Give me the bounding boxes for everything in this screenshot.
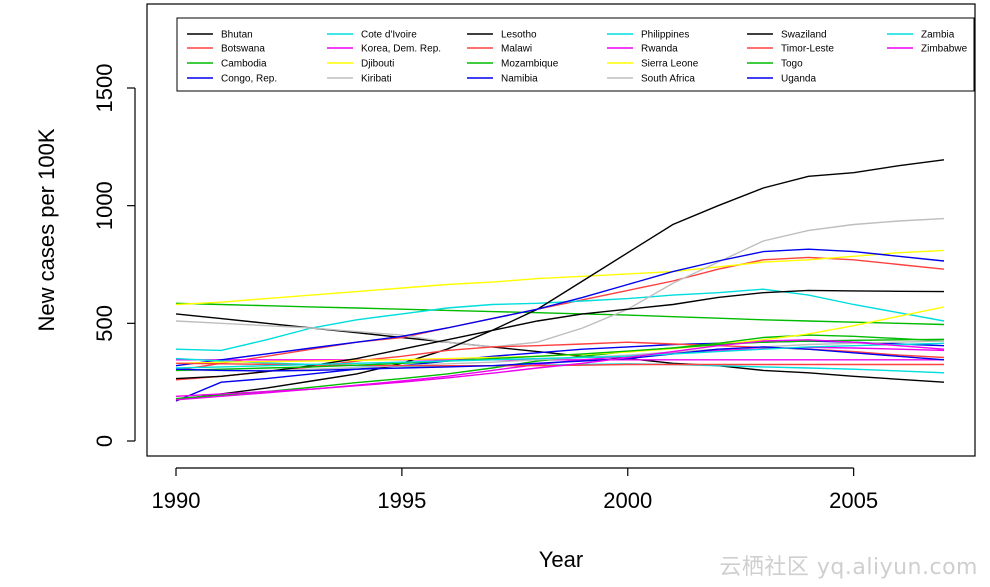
y-tick-label: 500 (92, 305, 117, 342)
legend-entry: Cote d'Ivoire (361, 30, 417, 41)
series-line-cambodia (175, 302, 945, 326)
plot-frame (146, 3, 976, 457)
series-line-botswana (175, 256, 945, 372)
y-axis-title: New cases per 100K (34, 128, 59, 331)
series-line-zambia (175, 342, 945, 369)
legend-entry: South Africa (641, 74, 695, 85)
x-tick-label: 1990 (152, 488, 201, 513)
series-line-uganda (175, 346, 945, 372)
x-tick-label: 2005 (829, 488, 878, 513)
legend-entry: Korea, Dem. Rep. (361, 44, 441, 55)
series-line-kiribati (175, 217, 945, 348)
y-tick-label: 0 (92, 435, 117, 447)
legend-box (176, 17, 975, 92)
legend-entry: Philippines (641, 30, 689, 41)
series-line-zimbabwe (175, 339, 945, 397)
legend-entry: Swaziland (781, 30, 827, 41)
legend-entry: Namibia (501, 74, 538, 85)
legend-entry: Kiribati (361, 74, 392, 85)
series-line-djibouti (175, 249, 945, 306)
series-line-lesotho (175, 159, 945, 401)
legend-entry: Botswana (221, 44, 265, 55)
legend-entry: Djibouti (361, 59, 394, 70)
legend-entry: Congo, Rep. (221, 74, 277, 85)
legend-entry: Zambia (921, 30, 955, 41)
legend-entry: Mozambique (501, 59, 559, 70)
x-tick-label: 1995 (377, 488, 426, 513)
watermark: 云栖社区 yq.aliyun.com (719, 555, 978, 580)
legend-entry: Sierra Leone (641, 59, 699, 70)
series-line-cote-d-ivoire (175, 288, 945, 352)
legend-entry: Uganda (781, 74, 816, 85)
x-tick-label: 2000 (603, 488, 652, 513)
legend-entry: Zimbabwe (921, 44, 968, 55)
series-line-namibia (175, 248, 945, 367)
legend-entry: Bhutan (221, 30, 253, 41)
y-tick-label: 1500 (92, 64, 117, 113)
legend-entry: Malawi (501, 44, 532, 55)
legend-entry: Lesotho (501, 30, 537, 41)
legend-entry: Rwanda (641, 44, 678, 55)
legend-entry: Timor-Leste (781, 44, 834, 55)
x-axis-title: Year (539, 547, 583, 572)
legend-entry: Cambodia (221, 59, 267, 70)
y-tick-label: 1000 (92, 181, 117, 230)
legend-entry: Togo (781, 59, 803, 70)
